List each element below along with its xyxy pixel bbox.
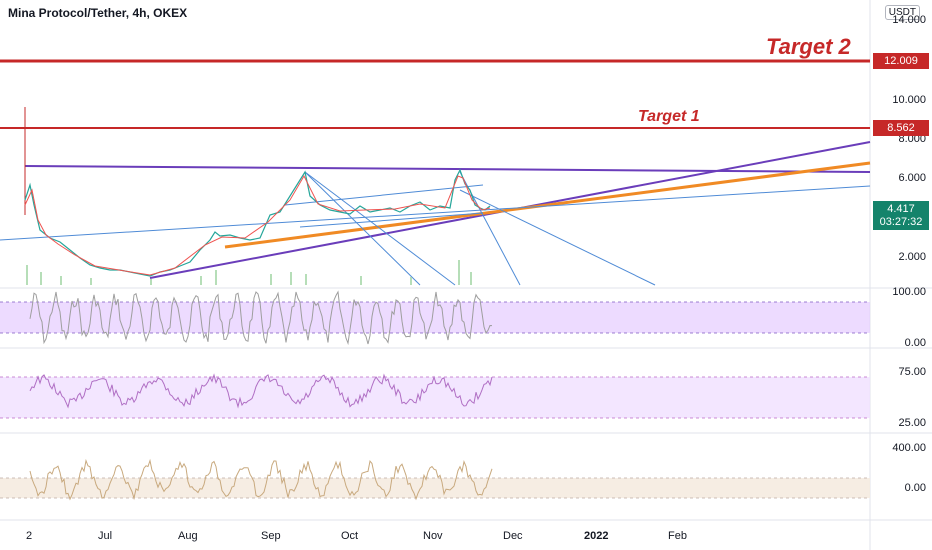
countdown-tag: 03:27:32 xyxy=(873,214,929,230)
blue-fan-line-1 xyxy=(304,171,421,286)
mfi-tick: 25.00 xyxy=(898,417,926,429)
blue-channel-line-2 xyxy=(299,212,484,228)
orange-trend-line xyxy=(224,161,871,249)
price-tick: 14.000 xyxy=(892,14,926,26)
currency-badge[interactable]: USDT xyxy=(884,5,920,20)
target2-label: Target 2 xyxy=(766,34,851,59)
chart-title: Mina Protocol/Tether, 4h, OKEX xyxy=(8,6,188,20)
time-tick: Feb xyxy=(668,530,687,542)
time-tick: 2022 xyxy=(584,530,609,542)
rsi-tick: 0.00 xyxy=(904,337,926,349)
mfi-band xyxy=(0,377,870,418)
cci-tick: 400.00 xyxy=(892,442,926,454)
mfi-tick: 75.00 xyxy=(898,366,926,378)
cci-tick: 0.00 xyxy=(904,482,926,494)
price-tick: 8.000 xyxy=(898,133,926,145)
time-tick: Jul xyxy=(98,530,113,542)
price-tick: 6.000 xyxy=(898,172,926,184)
time-tick: Dec xyxy=(503,530,523,542)
time-tick: Nov xyxy=(423,530,443,542)
rsi-band xyxy=(0,302,870,333)
target2-price-tag: 12.009 xyxy=(873,53,929,69)
cci-series xyxy=(29,458,493,501)
rsi-series xyxy=(29,290,493,346)
target1-price-tag: 8.562 xyxy=(873,120,929,136)
time-tick: Aug xyxy=(178,530,198,542)
rsi-tick: 100.00 xyxy=(892,286,926,298)
blue-fan-line-2 xyxy=(304,171,456,286)
resistance-line xyxy=(24,165,871,173)
target1-label: Target 1 xyxy=(638,108,700,125)
time-tick: 2 xyxy=(26,530,33,542)
price-tick: 2.000 xyxy=(898,251,926,263)
blue-fan-line-4 xyxy=(459,189,656,286)
last-price-tag: 4.417 xyxy=(873,201,929,217)
price-tick: 10.000 xyxy=(892,94,926,106)
time-tick: Sep xyxy=(261,530,281,542)
price-series xyxy=(24,168,491,277)
time-tick: Oct xyxy=(341,530,359,542)
cci-band xyxy=(0,478,870,498)
blue-trend-line xyxy=(0,185,871,241)
volume-bars xyxy=(26,260,472,285)
mfi-series xyxy=(29,373,493,409)
blue-channel-line xyxy=(284,184,484,206)
